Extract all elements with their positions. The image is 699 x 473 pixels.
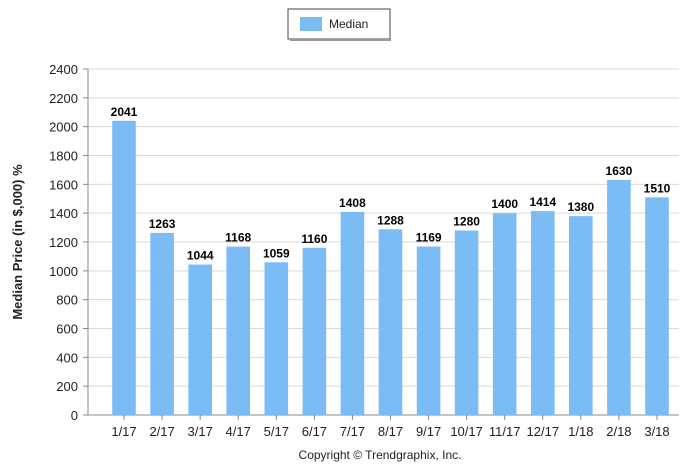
x-tick-label: 1/18 <box>568 424 593 439</box>
data-label: 1280 <box>453 215 480 229</box>
x-tick-label: 12/17 <box>527 424 560 439</box>
y-tick-label: 200 <box>56 379 78 394</box>
bar <box>607 180 631 415</box>
bar <box>645 197 669 415</box>
bar <box>531 211 555 415</box>
y-tick-label: 1600 <box>49 177 78 192</box>
y-tick-label: 1200 <box>49 235 78 250</box>
bar <box>226 246 250 415</box>
bar <box>264 262 289 415</box>
legend: Median <box>287 8 391 41</box>
x-tick-label: 10/17 <box>450 424 483 439</box>
y-tick-labels: 0 200 400 600 800 1000 1200 1400 1600 1800 2000 220… <box>49 62 78 423</box>
x-tick-labels: 1/17 2/17 3/17 4/17 5/17 6/17 7/17 8/17 9/17 10/1… <box>111 424 669 439</box>
bar <box>416 246 441 415</box>
data-label: 1510 <box>644 181 671 195</box>
bar <box>569 216 593 415</box>
y-tick-label: 1000 <box>49 264 78 279</box>
y-tick-label: 2200 <box>49 91 78 106</box>
data-label: 2041 <box>111 105 138 119</box>
data-label: 1169 <box>416 231 442 245</box>
y-axis-title: Median Price (in $,000) % <box>10 164 25 320</box>
bar <box>454 230 479 415</box>
x-tick-label: 5/17 <box>264 424 289 439</box>
data-label: 1044 <box>187 249 214 263</box>
data-label: 1400 <box>491 197 518 211</box>
bar <box>378 229 403 415</box>
bar <box>112 120 136 416</box>
data-label: 1263 <box>149 217 176 231</box>
x-tick-label: 3/17 <box>188 424 213 439</box>
y-tick-label: 2400 <box>49 62 78 77</box>
data-label: 1380 <box>567 200 594 214</box>
data-label: 1288 <box>377 213 404 227</box>
y-tick-label: 800 <box>56 293 78 308</box>
x-tick-label: 3/18 <box>644 424 669 439</box>
bar <box>492 213 517 415</box>
data-label: 1630 <box>606 164 633 178</box>
data-label: 1160 <box>301 232 327 246</box>
bar <box>302 247 327 415</box>
legend-label: Median <box>329 17 368 31</box>
bar <box>188 264 212 415</box>
x-tick-label: 7/17 <box>340 424 365 439</box>
x-tick-label: 9/17 <box>416 424 441 439</box>
legend-swatch <box>300 17 322 31</box>
x-tick-label: 11/17 <box>489 424 521 439</box>
x-tick-label: 1/17 <box>111 424 136 439</box>
y-tick-label: 1800 <box>49 149 78 164</box>
data-label: 1414 <box>529 195 556 209</box>
y-tick-label: 0 <box>71 408 78 423</box>
y-tick-label: 600 <box>56 322 78 337</box>
x-tick-label: 4/17 <box>226 424 251 439</box>
data-labels: 2041 1263 1044 1168 1059 1160 1408 1288 1169 1280… <box>111 105 671 263</box>
y-tick-label: 1400 <box>49 206 78 221</box>
y-tick-label: 2000 <box>49 120 78 135</box>
bars <box>112 120 669 416</box>
data-label: 1408 <box>339 196 366 210</box>
data-label: 1059 <box>263 246 290 260</box>
bar <box>150 232 174 415</box>
x-tick-label: 6/17 <box>302 424 327 439</box>
x-tick-label: 8/17 <box>378 424 403 439</box>
copyright-text: Copyright © Trendgraphix, Inc. <box>299 448 462 462</box>
bar <box>340 212 365 415</box>
x-tick-label: 2/18 <box>606 424 631 439</box>
y-tick-label: 400 <box>56 350 78 365</box>
data-label: 1168 <box>225 231 251 245</box>
x-tick-label: 2/17 <box>149 424 174 439</box>
